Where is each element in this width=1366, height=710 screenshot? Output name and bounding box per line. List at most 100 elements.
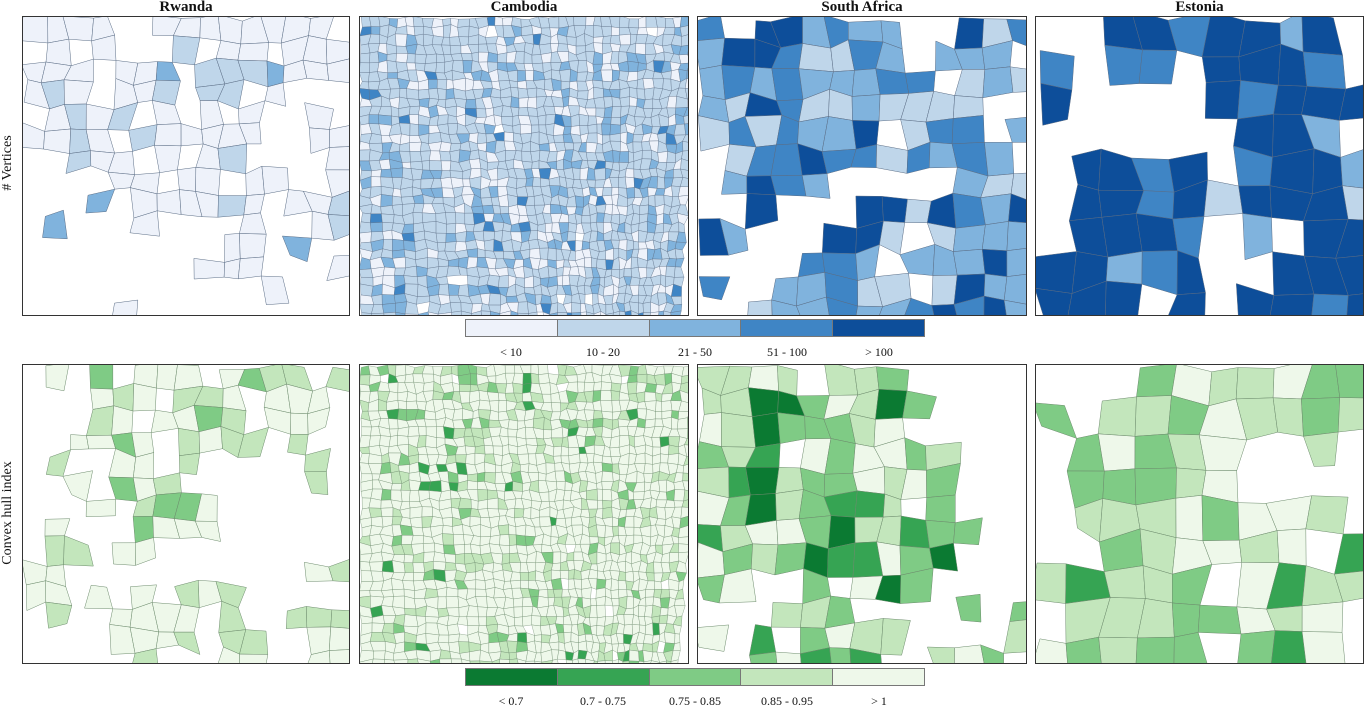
- field-parcel: [413, 572, 425, 582]
- field-parcel: [744, 493, 777, 526]
- field-parcel: [624, 310, 632, 315]
- field-parcel: [675, 257, 685, 268]
- field-parcel: [610, 390, 621, 401]
- legend-swatch: [741, 669, 834, 685]
- field-parcel: [1301, 397, 1341, 437]
- legend-swatch: [649, 669, 742, 685]
- field-parcel: [679, 390, 688, 403]
- field-parcel: [45, 580, 73, 606]
- field-parcel: [682, 480, 688, 491]
- field-parcel: [243, 193, 265, 216]
- field-parcel: [596, 616, 606, 627]
- field-parcel: [775, 466, 804, 494]
- field-parcel: [698, 276, 731, 301]
- field-parcel: [525, 70, 534, 81]
- field-parcel: [478, 51, 489, 63]
- field-parcel: [508, 652, 518, 660]
- map-panel-cambodia-vertices: [359, 16, 689, 316]
- field-parcel: [875, 144, 909, 174]
- field-parcel: [217, 646, 240, 663]
- field-parcel: [449, 149, 461, 163]
- field-parcel: [586, 499, 598, 510]
- field-parcel: [447, 283, 460, 296]
- field-parcel: [1039, 50, 1075, 91]
- field-parcel: [1198, 434, 1248, 471]
- field-parcel: [309, 127, 330, 154]
- field-parcel: [981, 221, 1009, 252]
- field-parcel: [445, 587, 459, 597]
- field-parcel: [360, 52, 371, 64]
- field-parcel: [62, 470, 93, 502]
- field-parcel: [593, 36, 604, 44]
- field-parcel: [551, 578, 563, 590]
- field-parcel: [580, 311, 587, 315]
- field-parcel: [173, 365, 204, 391]
- map-panel-rwanda-convex: [22, 364, 350, 664]
- field-parcel: [370, 169, 382, 178]
- field-parcel: [418, 481, 431, 491]
- field-parcel: [215, 40, 242, 61]
- row-label-vertices: # Vertices: [0, 135, 15, 191]
- field-parcel: [698, 624, 730, 652]
- field-parcel: [1201, 17, 1246, 58]
- field-parcel: [360, 231, 372, 244]
- field-parcel: [1003, 299, 1026, 315]
- field-parcel: [436, 53, 446, 63]
- field-parcel: [397, 435, 409, 446]
- field-parcel: [446, 265, 461, 277]
- field-parcel: [658, 310, 664, 315]
- field-parcel: [1141, 250, 1178, 296]
- field-parcel: [530, 365, 539, 375]
- field-parcel: [955, 593, 982, 623]
- field-parcel: [566, 551, 575, 562]
- field-parcel: [619, 17, 630, 28]
- field-parcel: [445, 596, 460, 609]
- field-parcel: [851, 94, 881, 122]
- field-parcel: [678, 54, 688, 64]
- field-parcel: [600, 400, 613, 413]
- field-parcel: [1036, 251, 1077, 294]
- field-parcel: [796, 296, 830, 315]
- field-parcel: [304, 471, 329, 495]
- field-parcel: [369, 51, 380, 64]
- field-parcel: [421, 506, 433, 518]
- field-parcel: [954, 17, 985, 50]
- field-parcel: [424, 616, 440, 624]
- field-parcel: [480, 310, 491, 315]
- field-parcel: [306, 606, 333, 628]
- field-parcel: [624, 516, 635, 528]
- field-parcel: [327, 190, 349, 217]
- field-parcel: [524, 524, 536, 537]
- field-parcel: [447, 123, 459, 135]
- field-parcel: [329, 125, 349, 148]
- field-parcel: [529, 248, 541, 260]
- field-parcel: [660, 453, 669, 464]
- field-parcel: [132, 383, 157, 412]
- field-parcel: [559, 69, 571, 83]
- field-parcel: [1171, 602, 1201, 638]
- field-parcel: [625, 168, 635, 179]
- legend-label: > 100: [865, 345, 893, 359]
- field-parcel: [540, 624, 552, 636]
- field-parcel: [442, 533, 455, 546]
- field-parcel: [380, 205, 395, 215]
- field-parcel: [179, 452, 201, 475]
- field-parcel: [771, 68, 804, 102]
- field-parcel: [610, 589, 620, 599]
- field-parcel: [541, 393, 552, 403]
- field-parcel: [387, 382, 399, 394]
- field-parcel: [619, 310, 626, 315]
- field-parcel: [517, 312, 529, 315]
- field-parcel: [360, 221, 372, 234]
- field-parcel: [929, 542, 958, 572]
- field-parcel: [592, 400, 602, 412]
- field-parcel: [545, 113, 556, 126]
- field-parcel: [449, 45, 462, 55]
- field-parcel: [443, 544, 456, 555]
- field-parcel: [822, 222, 857, 254]
- field-parcel: [1337, 397, 1363, 433]
- field-parcel: [1004, 117, 1026, 143]
- field-parcel: [488, 293, 501, 306]
- field-parcel: [458, 633, 470, 643]
- field-parcel: [636, 27, 648, 35]
